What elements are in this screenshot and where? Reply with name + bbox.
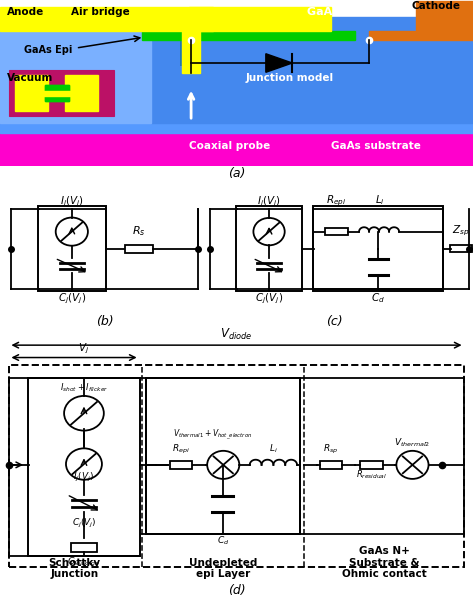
- Bar: [0, 7, 213, 31]
- Text: $Z_{sp}$: $Z_{sp}$: [452, 223, 470, 238]
- Bar: [320, 461, 342, 469]
- Bar: [65, 75, 98, 111]
- Bar: [325, 228, 348, 235]
- Text: (d): (d): [228, 584, 245, 597]
- Text: $L_i$: $L_i$: [269, 443, 278, 455]
- Text: Cathode: Cathode: [412, 1, 461, 11]
- Text: Coaxial probe: Coaxial probe: [189, 141, 271, 151]
- Text: GaAs N+: GaAs N+: [307, 7, 362, 17]
- Text: GaAs Epi: GaAs Epi: [24, 45, 72, 55]
- Bar: [38, 206, 106, 291]
- Bar: [151, 16, 473, 122]
- Text: $C_d$: $C_d$: [371, 291, 385, 305]
- Bar: [142, 31, 355, 40]
- Text: Junction model: Junction model: [246, 73, 334, 83]
- Text: $V_{thermal1}+V_{hot\_electron}$: $V_{thermal1}+V_{hot\_electron}$: [173, 428, 252, 442]
- Text: $R_{epi}$: $R_{epi}$: [326, 194, 347, 208]
- Text: (b): (b): [96, 315, 113, 328]
- Bar: [360, 461, 383, 469]
- Bar: [43, 90, 71, 95]
- Text: $C_j(V_j)$: $C_j(V_j)$: [58, 292, 86, 306]
- Bar: [313, 206, 443, 291]
- Text: Undepleted
epi Layer: Undepleted epi Layer: [189, 558, 257, 579]
- Bar: [189, 7, 331, 31]
- Text: (a): (a): [228, 168, 245, 180]
- Text: $I_j(V_j)$: $I_j(V_j)$: [257, 194, 281, 209]
- Bar: [125, 245, 153, 253]
- Text: $R_{residual}$: $R_{residual}$: [356, 469, 387, 481]
- Text: $I_j(V_j)$: $I_j(V_j)$: [60, 194, 84, 209]
- Bar: [450, 245, 472, 252]
- Text: $G_{leakage}$: $G_{leakage}$: [67, 556, 101, 569]
- Bar: [9, 69, 114, 116]
- Bar: [180, 30, 201, 66]
- Text: GaAs N+
Substrate &
Ohmic contact: GaAs N+ Substrate & Ohmic contact: [342, 546, 427, 579]
- Text: Air bridge: Air bridge: [71, 7, 130, 17]
- Text: (c): (c): [325, 315, 342, 328]
- Text: $V_{thermal2}$: $V_{thermal2}$: [394, 436, 430, 449]
- Bar: [0, 133, 473, 166]
- Text: $C_j(V_j)$: $C_j(V_j)$: [71, 517, 96, 531]
- Bar: [9, 365, 464, 567]
- Bar: [71, 543, 97, 552]
- Text: $R_s$: $R_s$: [132, 224, 146, 238]
- Text: Vacuum: Vacuum: [7, 73, 53, 83]
- Bar: [236, 206, 302, 291]
- Bar: [45, 84, 69, 101]
- Bar: [369, 31, 473, 40]
- Text: $R_{epi}$: $R_{epi}$: [172, 443, 190, 456]
- Text: $I_j(V_j)$: $I_j(V_j)$: [73, 471, 95, 484]
- Bar: [182, 31, 200, 73]
- Text: Schottky
Junction: Schottky Junction: [48, 558, 100, 579]
- Text: $V_{diode}$: $V_{diode}$: [220, 327, 253, 342]
- Text: $I_{shot}+I_{flicker}$: $I_{shot}+I_{flicker}$: [60, 382, 108, 394]
- Polygon shape: [266, 54, 292, 72]
- Bar: [45, 84, 69, 101]
- Text: Anode: Anode: [7, 7, 44, 17]
- Bar: [416, 1, 473, 31]
- Bar: [28, 378, 140, 556]
- Text: GaAs substrate: GaAs substrate: [331, 141, 421, 151]
- Bar: [15, 75, 48, 111]
- Text: $V_j$: $V_j$: [79, 342, 89, 356]
- Text: $C_d$: $C_d$: [217, 534, 229, 547]
- Bar: [0, 122, 473, 133]
- Text: $R_{sp}$: $R_{sp}$: [324, 443, 339, 456]
- Polygon shape: [0, 16, 151, 122]
- Bar: [170, 461, 192, 469]
- Text: $C_j(V_j)$: $C_j(V_j)$: [255, 292, 283, 306]
- Text: $L_i$: $L_i$: [375, 193, 385, 207]
- Bar: [146, 378, 300, 534]
